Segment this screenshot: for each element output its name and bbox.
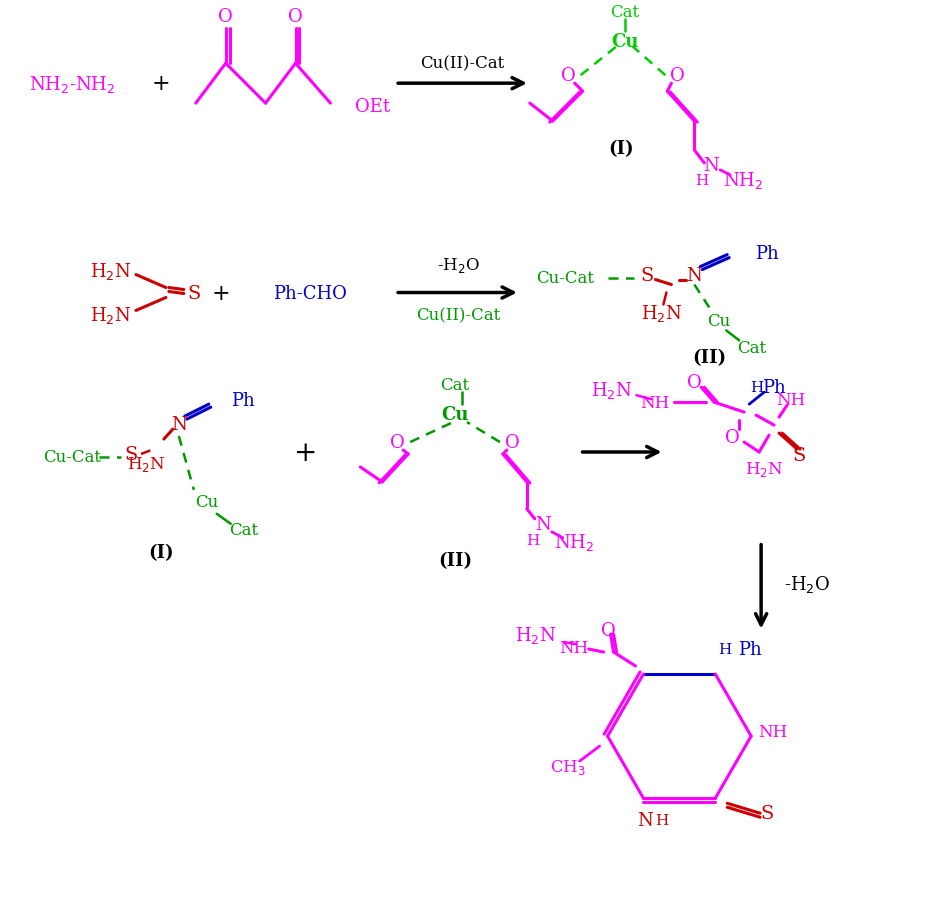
Text: O: O — [390, 434, 404, 452]
Text: O: O — [725, 428, 740, 446]
Text: H$_2$N: H$_2$N — [90, 261, 131, 281]
Text: Ph: Ph — [231, 391, 254, 410]
Text: H$_2$N: H$_2$N — [127, 455, 165, 474]
Text: O: O — [601, 621, 616, 640]
Text: H$_2$N: H$_2$N — [515, 624, 556, 645]
Text: H$_2$N: H$_2$N — [90, 305, 131, 326]
Text: NH$_2$: NH$_2$ — [555, 531, 595, 553]
Text: Ph: Ph — [762, 379, 786, 397]
Text: H: H — [527, 533, 540, 548]
Text: +: + — [152, 73, 171, 95]
Text: OEt: OEt — [355, 98, 391, 116]
Text: (II): (II) — [438, 551, 473, 569]
Text: S: S — [792, 446, 805, 465]
Text: NH: NH — [759, 723, 788, 740]
Text: Cu(II)-Cat: Cu(II)-Cat — [420, 56, 504, 73]
Text: (I): (I) — [609, 140, 635, 158]
Text: (II): (II) — [692, 349, 726, 367]
Text: O: O — [687, 373, 702, 391]
Text: Cu(II)-Cat: Cu(II)-Cat — [416, 307, 500, 324]
Text: Cat: Cat — [441, 376, 470, 393]
Text: O: O — [505, 434, 520, 452]
Text: Cat: Cat — [610, 4, 639, 21]
Text: NH: NH — [639, 394, 669, 411]
Text: H: H — [719, 642, 732, 657]
Text: H$_2$N: H$_2$N — [745, 460, 783, 479]
Text: NH: NH — [559, 639, 588, 656]
Text: H$_2$N: H$_2$N — [591, 379, 632, 400]
Text: H: H — [694, 174, 708, 188]
Text: Cat: Cat — [737, 339, 767, 356]
Text: NH$_2$: NH$_2$ — [723, 170, 763, 191]
Text: +: + — [212, 282, 230, 304]
Text: N: N — [535, 515, 551, 533]
Text: Cat: Cat — [229, 521, 258, 538]
Text: S: S — [641, 266, 654, 284]
Text: Cu: Cu — [610, 33, 638, 51]
Text: -H$_2$O: -H$_2$O — [784, 574, 830, 594]
Text: Ph-CHO: Ph-CHO — [273, 284, 348, 302]
Text: S: S — [124, 446, 138, 464]
Text: Cu-Cat: Cu-Cat — [43, 449, 102, 466]
Text: N: N — [171, 416, 186, 434]
Text: (I): (I) — [148, 543, 173, 561]
Text: NH$_2$-NH$_2$: NH$_2$-NH$_2$ — [29, 74, 116, 95]
Text: Cu-Cat: Cu-Cat — [536, 270, 594, 287]
Text: H: H — [655, 814, 668, 827]
Text: S: S — [187, 284, 200, 302]
Text: O: O — [288, 8, 303, 26]
Text: H$_2$N: H$_2$N — [640, 302, 682, 324]
Text: Cu: Cu — [195, 493, 218, 511]
Text: Ph: Ph — [738, 640, 762, 658]
Text: CH$_3$: CH$_3$ — [550, 757, 585, 776]
Text: Cu: Cu — [441, 406, 469, 424]
Text: Cu: Cu — [707, 313, 731, 329]
Text: +: + — [294, 439, 317, 466]
Text: O: O — [561, 67, 576, 85]
Text: N: N — [637, 811, 653, 829]
Text: -H$_2$O: -H$_2$O — [436, 256, 479, 275]
Text: O: O — [670, 67, 685, 85]
Text: N: N — [704, 157, 720, 175]
Text: O: O — [218, 8, 233, 26]
Text: S: S — [761, 805, 774, 823]
Text: H: H — [750, 381, 763, 395]
Text: N: N — [687, 266, 702, 284]
Text: Ph: Ph — [755, 244, 779, 262]
Text: NH: NH — [776, 391, 805, 409]
